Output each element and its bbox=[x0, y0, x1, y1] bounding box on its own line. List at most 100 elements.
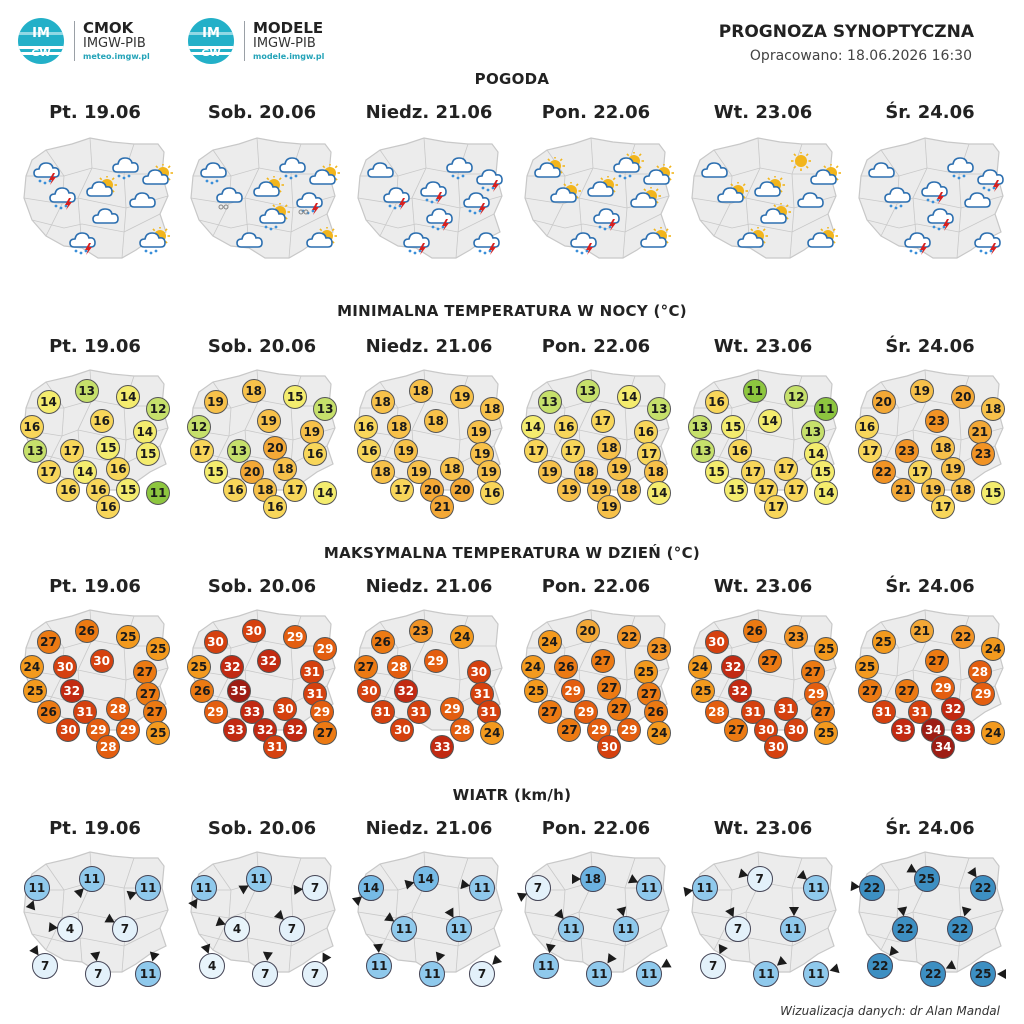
cmok-logo[interactable]: IM GW CMOK IMGW-PIB meteo.imgw.pl bbox=[18, 18, 150, 64]
weather-map-panel[interactable] bbox=[346, 132, 512, 282]
tmin-value: 16 bbox=[480, 481, 505, 505]
tmin-value: 18 bbox=[387, 415, 412, 439]
tmin-value: 19 bbox=[597, 494, 622, 519]
tmin-map-panel[interactable]: 20 19 20 18 16 23 21 17 23 18 23 22 17 19 21 19 18 17 15 bbox=[847, 364, 1013, 519]
tmax-map-panel[interactable]: 30 26 23 25 24 32 27 27 25 32 29 28 31 31 27 27 30 30 30 25 bbox=[680, 604, 846, 759]
wind-direction-icon bbox=[683, 885, 694, 897]
tmax-value: 26 bbox=[643, 700, 668, 724]
wind-direction-icon bbox=[738, 868, 750, 881]
tmax-map-panel[interactable]: 26 23 24 27 28 29 30 30 32 31 31 31 29 31 30 28 33 24 bbox=[346, 604, 512, 759]
tmin-value: 20 bbox=[263, 436, 288, 460]
tmax-value: 25 bbox=[116, 625, 141, 649]
tmin-value: 16 bbox=[89, 409, 114, 433]
tmin-value: 20 bbox=[951, 385, 976, 409]
wind-map-panel[interactable]: 14 14 11 11 11 11 11 7 bbox=[346, 846, 512, 996]
logo-url[interactable]: modele.imgw.pl bbox=[253, 51, 325, 61]
tmax-value: 29 bbox=[587, 718, 612, 742]
wind-map-panel[interactable]: 7 18 11 11 11 11 11 11 bbox=[513, 846, 679, 996]
tmin-value: 16 bbox=[263, 494, 288, 519]
wind-speed-value: 25 bbox=[906, 863, 940, 892]
wind-speed-value: 11 bbox=[384, 911, 418, 942]
weather-map-panel[interactable] bbox=[179, 132, 345, 282]
tmax-map-panel[interactable]: 24 20 22 23 24 26 27 25 25 29 27 27 27 29 27 26 27 29 29 30… bbox=[513, 604, 679, 759]
weather-map-panel[interactable] bbox=[680, 132, 846, 282]
day-label: Wt. 23.06 bbox=[713, 102, 813, 123]
tmax-value: 27 bbox=[757, 649, 782, 673]
tmin-value: 16 bbox=[106, 457, 131, 481]
tmax-value: 32 bbox=[721, 655, 746, 679]
weather-map-panel[interactable] bbox=[513, 132, 679, 282]
tmin-value: 19 bbox=[607, 457, 632, 481]
tmax-value: 24 bbox=[687, 655, 712, 679]
wind-speed-value: 7 bbox=[104, 913, 138, 942]
tmax-value: 26 bbox=[554, 655, 579, 679]
tmin-value: 21 bbox=[891, 478, 916, 502]
tmax-value: 22 bbox=[951, 625, 976, 649]
wind-speed-value: 11 bbox=[126, 875, 162, 901]
tmax-value: 24 bbox=[19, 655, 44, 679]
wind-speed-value: 4 bbox=[215, 915, 251, 942]
tmax-map-panel[interactable]: 30 30 29 29 25 32 32 31 26 35 31 29 33 30 29 33 32 32 31 27 bbox=[179, 604, 345, 759]
day-label: Śr. 24.06 bbox=[885, 336, 975, 357]
wind-map-panel[interactable]: 22 25 22 22 22 22 22 25 bbox=[847, 846, 1013, 996]
tmin-value: 15 bbox=[724, 478, 749, 502]
weather-map-panel[interactable] bbox=[847, 132, 1013, 282]
tmax-value: 27 bbox=[36, 629, 61, 654]
wind-speed-value: 7 bbox=[516, 875, 551, 902]
day-label: Pt. 19.06 bbox=[49, 818, 141, 839]
tmax-value: 34 bbox=[931, 734, 956, 759]
tmax-value: 31 bbox=[370, 700, 395, 724]
tmax-value: 25 bbox=[23, 679, 48, 703]
wind-map-panel[interactable]: 11 11 7 4 7 4 7 7 bbox=[179, 846, 345, 996]
wind-direction-icon bbox=[997, 968, 1007, 979]
tmax-value: 32 bbox=[256, 649, 281, 673]
tmin-map-panel[interactable]: 14 13 14 12 16 16 14 13 17 15 15 17 14 16 16 16 15 16 11 bbox=[12, 364, 178, 519]
logo-divider bbox=[74, 21, 75, 61]
logo-url[interactable]: meteo.imgw.pl bbox=[83, 51, 150, 61]
wind-speed-value: 22 bbox=[867, 945, 900, 979]
tmax-value: 26 bbox=[190, 679, 215, 703]
tmin-map-panel[interactable]: 18 18 19 18 16 18 18 19 16 19 19 18 19 18 19 17 20 20 21 16 bbox=[346, 364, 512, 519]
wind-speed-value: 11 bbox=[797, 870, 830, 901]
tmin-map-panel[interactable]: 13 13 14 13 14 16 17 16 17 17 18 17 19 18 19 18 19 19 18 19… bbox=[513, 364, 679, 519]
tmax-value: 27 bbox=[894, 679, 919, 703]
tmin-value: 14 bbox=[757, 409, 782, 433]
tmax-value: 26 bbox=[742, 619, 767, 643]
tmax-map-panel[interactable]: 27 26 25 25 24 30 30 27 25 32 27 26 31 28 27 30 29 29 28 25 bbox=[12, 604, 178, 759]
tmin-value: 13 bbox=[647, 397, 672, 421]
tmax-value: 30 bbox=[203, 629, 228, 654]
wind-direction-icon bbox=[373, 943, 385, 954]
tmax-value: 27 bbox=[590, 649, 615, 673]
day-label: Niedz. 21.06 bbox=[365, 576, 493, 597]
tmin-map-panel[interactable]: 19 18 15 13 12 19 19 17 13 20 16 15 20 18 16 18 17 16 14 bbox=[179, 364, 345, 519]
modele-logo[interactable]: IM GW MODELE IMGW-PIB modele.imgw.pl bbox=[188, 18, 324, 64]
wind-speed-value: 7 bbox=[273, 909, 305, 942]
tmin-value: 16 bbox=[357, 439, 382, 463]
wind-speed-value: 22 bbox=[967, 867, 997, 901]
tmax-value: 29 bbox=[313, 637, 338, 661]
tmin-value: 14 bbox=[132, 419, 157, 444]
weather-map-panel[interactable] bbox=[12, 132, 178, 282]
logo-title: CMOK bbox=[83, 19, 134, 38]
tmin-value: 19 bbox=[450, 385, 475, 409]
tmax-map-panel[interactable]: 25 21 22 24 25 27 28 27 27 29 29 31 31 32 33 34 33 34 24 bbox=[847, 604, 1013, 759]
tmax-value: 29 bbox=[617, 718, 642, 742]
tmin-value: 13 bbox=[691, 439, 716, 463]
tmin-value: 17 bbox=[858, 439, 883, 463]
tmax-value: 30 bbox=[89, 649, 114, 673]
tmax-value: 27 bbox=[858, 679, 883, 703]
tmin-value: 17 bbox=[560, 439, 585, 463]
wind-direction-icon bbox=[404, 877, 416, 890]
imgw-logo-icon: IM GW bbox=[18, 18, 64, 64]
tmax-value: 30 bbox=[56, 718, 81, 742]
day-label: Pon. 22.06 bbox=[541, 336, 651, 357]
wind-speed-value: 11 bbox=[803, 960, 840, 987]
wind-map-panel[interactable]: 11 11 11 4 7 7 7 11 bbox=[12, 846, 178, 996]
day-label: Wt. 23.06 bbox=[713, 336, 813, 357]
wind-map-panel[interactable]: 11 7 11 7 11 7 11 11 bbox=[680, 846, 846, 996]
tmax-value: 29 bbox=[309, 700, 334, 724]
tmin-map-panel[interactable]: 16 11 12 11 13 15 14 13 13 16 14 15 17 17 15 15 17 17 17 14 bbox=[680, 364, 846, 519]
wind-direction-icon bbox=[959, 905, 972, 918]
tmax-value: 29 bbox=[440, 697, 465, 721]
tmin-value: 15 bbox=[116, 478, 141, 502]
